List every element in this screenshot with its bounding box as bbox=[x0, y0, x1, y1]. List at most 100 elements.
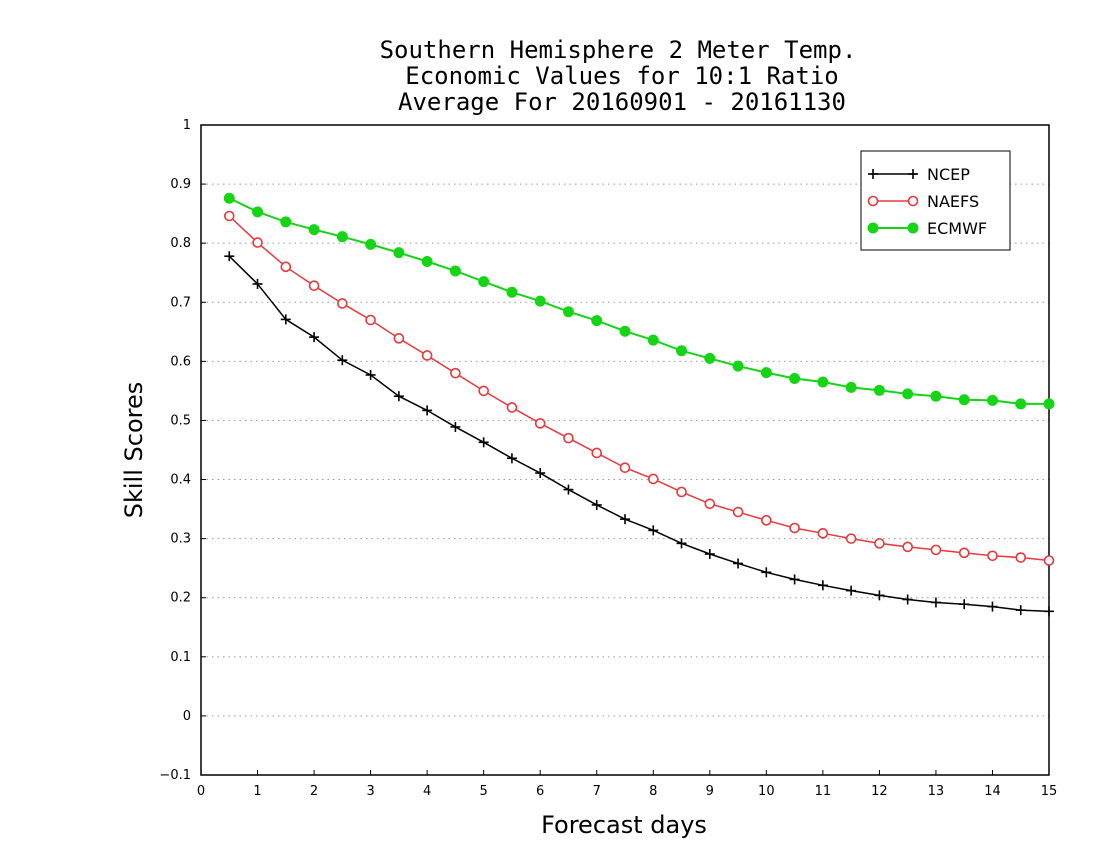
point-naefs bbox=[308, 280, 320, 292]
legend: NCEP NAEFS ECMWF bbox=[860, 150, 1011, 251]
point-ncep bbox=[676, 538, 687, 549]
point-ncep bbox=[733, 558, 744, 569]
point-ncep bbox=[789, 574, 800, 585]
point-naefs bbox=[534, 418, 546, 429]
point-ncep bbox=[591, 499, 602, 510]
point-naefs bbox=[789, 522, 800, 534]
point-ecmwf bbox=[591, 315, 603, 327]
y-tick-label: 0.2 bbox=[170, 591, 191, 606]
point-naefs bbox=[732, 506, 744, 518]
point-naefs bbox=[958, 547, 970, 559]
point-ecmwf bbox=[562, 306, 574, 318]
point-ecmwf bbox=[817, 376, 829, 388]
point-naefs bbox=[704, 498, 716, 510]
x-tick-label: 11 bbox=[815, 784, 832, 799]
point-ncep bbox=[337, 355, 348, 366]
x-axis-label: Forecast days bbox=[541, 811, 707, 839]
point-ncep bbox=[450, 421, 461, 432]
legend-marker-ncep bbox=[908, 169, 918, 179]
point-ecmwf bbox=[449, 265, 461, 277]
point-ncep bbox=[930, 597, 941, 608]
series-ncep bbox=[224, 251, 1054, 617]
point-naefs bbox=[1015, 552, 1027, 563]
point-ecmwf bbox=[1043, 398, 1055, 410]
point-ecmwf bbox=[902, 388, 914, 400]
point-ecmwf bbox=[845, 381, 857, 393]
point-ecmwf bbox=[619, 325, 631, 337]
point-ncep bbox=[1044, 606, 1054, 617]
point-naefs bbox=[450, 367, 461, 379]
x-tick-label: 6 bbox=[536, 784, 544, 799]
point-ncep bbox=[902, 594, 913, 605]
point-ncep bbox=[280, 314, 291, 325]
point-naefs bbox=[591, 447, 603, 459]
point-naefs bbox=[563, 432, 574, 444]
y-tick-label: 0.3 bbox=[170, 532, 191, 547]
point-ecmwf bbox=[421, 256, 433, 267]
point-ecmwf bbox=[873, 384, 885, 396]
point-naefs bbox=[817, 528, 829, 539]
point-ecmwf bbox=[704, 352, 716, 364]
point-ncep bbox=[704, 549, 715, 559]
y-tick-label: 0.4 bbox=[170, 473, 191, 488]
point-ecmwf bbox=[789, 373, 801, 384]
x-tick-label: 15 bbox=[1041, 784, 1058, 799]
point-ncep bbox=[365, 369, 376, 380]
x-tick-label: 1 bbox=[253, 784, 261, 799]
point-ecmwf bbox=[223, 192, 235, 204]
series-naefs bbox=[223, 210, 1055, 566]
title-line-3: Average For 20160901 - 20161130 bbox=[398, 88, 846, 116]
point-naefs bbox=[676, 486, 687, 498]
x-tick-label: 12 bbox=[871, 784, 888, 799]
point-naefs bbox=[930, 544, 942, 556]
point-naefs bbox=[421, 350, 433, 361]
point-naefs bbox=[845, 533, 857, 544]
point-ncep bbox=[535, 468, 546, 479]
x-tick-label: 10 bbox=[758, 784, 775, 799]
legend-item-ncep: NCEP bbox=[868, 165, 970, 184]
point-naefs bbox=[987, 550, 998, 562]
point-ncep bbox=[506, 453, 517, 464]
series bbox=[223, 192, 1055, 617]
point-ecmwf bbox=[534, 295, 546, 307]
point-ecmwf bbox=[393, 247, 405, 259]
y-axis-label: Skill Scores bbox=[120, 382, 148, 519]
line-naefs bbox=[228, 215, 1050, 562]
point-ecmwf bbox=[1015, 398, 1027, 410]
point-ecmwf bbox=[760, 367, 772, 379]
point-ecmwf bbox=[986, 394, 998, 406]
legend-item-ecmwf: ECMWF bbox=[867, 219, 987, 238]
y-tick-label: 0.7 bbox=[170, 295, 191, 310]
x-tick-label: 13 bbox=[928, 784, 945, 799]
point-naefs bbox=[761, 515, 772, 526]
legend-marker-ecmwf bbox=[867, 222, 879, 234]
x-tick-label: 9 bbox=[706, 784, 714, 799]
point-naefs bbox=[365, 314, 376, 326]
point-ecmwf bbox=[676, 345, 688, 357]
y-tick-label: 0.5 bbox=[170, 413, 191, 428]
point-ecmwf bbox=[280, 216, 292, 228]
x-tick-label: 7 bbox=[593, 784, 601, 799]
point-ecmwf bbox=[930, 390, 942, 402]
point-naefs bbox=[223, 210, 235, 222]
point-naefs bbox=[647, 473, 659, 485]
legend-label-ncep: NCEP bbox=[927, 165, 970, 184]
point-naefs bbox=[337, 298, 348, 309]
legend-item-naefs: NAEFS bbox=[867, 192, 979, 211]
point-naefs bbox=[252, 237, 263, 248]
point-ecmwf bbox=[732, 360, 744, 372]
point-naefs bbox=[619, 462, 631, 474]
grid bbox=[201, 183, 1049, 717]
plot-frame bbox=[200, 124, 1050, 776]
legend-marker-naefs bbox=[867, 195, 879, 207]
point-naefs bbox=[1043, 555, 1055, 566]
point-ncep bbox=[309, 332, 320, 343]
y-tick-label: 0.1 bbox=[170, 650, 191, 665]
x-tick-label: 3 bbox=[366, 784, 374, 799]
point-ncep bbox=[648, 525, 659, 536]
y-tick-label: 1 bbox=[183, 118, 191, 133]
title-line-1: Southern Hemisphere 2 Meter Temp. bbox=[380, 36, 857, 64]
x-tick-label: 0 bbox=[197, 784, 205, 799]
point-ncep bbox=[620, 514, 630, 525]
